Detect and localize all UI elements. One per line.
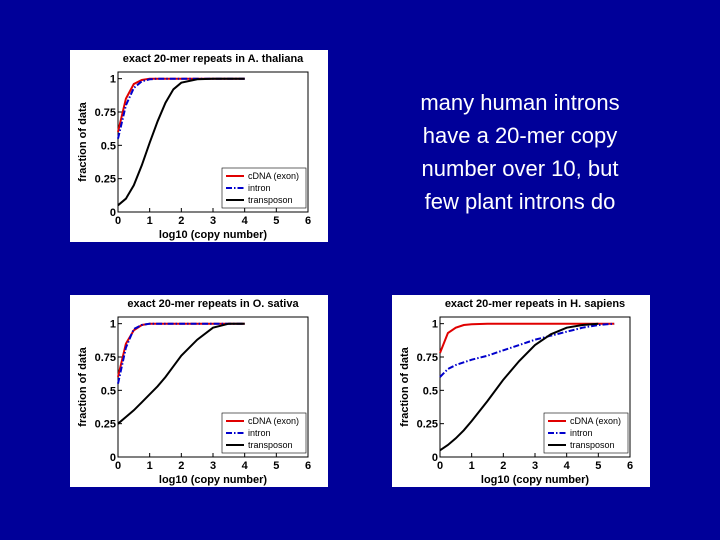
legend-label: transposon [570,440,615,450]
x-tick-label: 3 [532,460,538,472]
y-tick-label: 0.25 [95,174,116,186]
series-line [439,322,599,452]
x-tick-label: 0 [437,460,443,472]
x-tick-label: 6 [305,215,311,227]
x-tick-label: 5 [273,215,279,227]
chart-title: exact 20-mer repeats in O. sativa [127,298,299,310]
x-tick-label: 0 [115,460,121,472]
x-tick-label: 3 [210,460,216,472]
series-line [117,322,245,425]
legend-label: transposon [248,195,293,205]
legend-label: intron [248,183,271,193]
y-tick-label: 0 [110,207,116,219]
x-axis-label: log10 (copy number) [159,474,268,486]
x-axis-label: log10 (copy number) [481,474,590,486]
x-tick-label: 2 [178,215,184,227]
x-tick-label: 1 [147,215,153,227]
x-tick-label: 4 [564,460,571,472]
y-tick-label: 0.25 [95,419,116,431]
y-tick-label: 0.25 [417,419,438,431]
y-tick-label: 0.75 [417,352,438,364]
chart: exact 20-mer repeats in O. sativa log10 (… [70,295,328,487]
slide-text: have a 20-mer copy [423,123,617,148]
chart-title: exact 20-mer repeats in A. thaliana [123,53,304,65]
y-tick-label: 0 [432,452,438,464]
series-line [439,322,615,378]
y-axis-label: fraction of data [77,346,89,426]
legend-box [221,412,307,454]
legend-box [543,412,629,454]
x-tick-label: 3 [210,215,216,227]
chart-title: exact 20-mer repeats in H. sapiens [445,298,625,310]
x-tick-label: 4 [242,215,249,227]
series-line [117,322,245,384]
x-tick-label: 6 [305,460,311,472]
x-tick-label: 5 [273,460,279,472]
legend-label: cDNA (exon) [570,416,621,426]
y-tick-label: 0.75 [95,352,116,364]
series-line [439,322,615,354]
chart-frame [392,295,650,487]
chart-frame [70,50,328,242]
x-tick-label: 5 [595,460,601,472]
legend-label: cDNA (exon) [248,416,299,426]
series-line [117,77,245,207]
x-tick-label: 2 [500,460,506,472]
y-axis-label: fraction of data [399,346,411,426]
x-tick-label: 1 [147,460,153,472]
y-tick-label: 0.5 [101,385,116,397]
chart-frame [70,295,328,487]
x-axis-label: log10 (copy number) [159,229,268,241]
y-tick-label: 0 [110,452,116,464]
x-tick-label: 0 [115,215,121,227]
slide-text: many human introns [420,90,619,115]
legend-box [221,167,307,209]
y-tick-label: 0.5 [101,140,116,152]
chart: exact 20-mer repeats in A. thaliana log10… [70,50,328,242]
y-tick-label: 0.5 [423,385,438,397]
chart: exact 20-mer repeats in H. sapiens log10 … [392,295,650,487]
y-tick-label: 1 [432,319,438,331]
x-tick-label: 6 [627,460,633,472]
legend-label: intron [570,428,593,438]
y-tick-label: 1 [110,74,116,86]
y-tick-label: 0.75 [95,107,116,119]
x-tick-label: 4 [242,460,249,472]
slide-text: few plant introns do [425,189,616,214]
slide-text: number over 10, but [422,156,619,181]
x-tick-label: 1 [469,460,475,472]
x-tick-label: 2 [178,460,184,472]
y-tick-label: 1 [110,319,116,331]
y-axis-label: fraction of data [77,101,89,181]
legend-label: intron [248,428,271,438]
legend-label: transposon [248,440,293,450]
legend-label: cDNA (exon) [248,171,299,181]
